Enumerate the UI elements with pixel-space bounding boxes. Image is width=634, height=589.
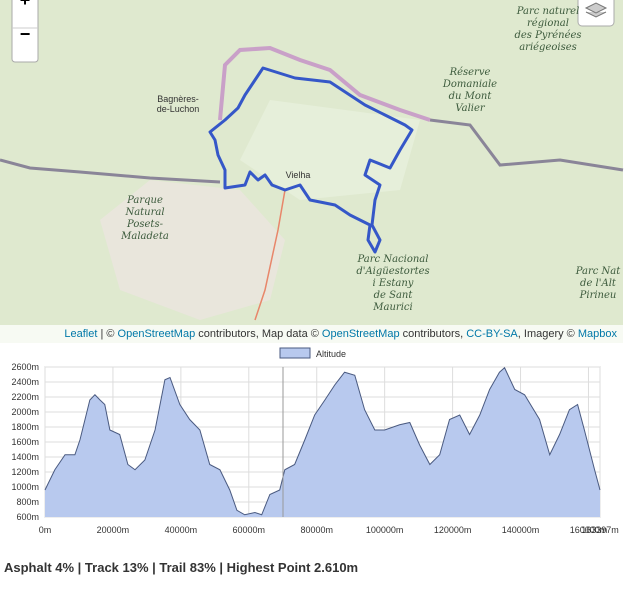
area-line xyxy=(44,366,601,516)
map-label: Réserve xyxy=(449,67,491,78)
road xyxy=(254,189,286,321)
area xyxy=(45,367,600,517)
elevation-chart: 600m 800m 1000m 1200m 1400m 1600m 1800m 2000m 22… xyxy=(11,347,619,535)
x-tick-label: 140000m xyxy=(502,525,540,535)
map-label: Pirineu xyxy=(579,290,617,301)
layers-control[interactable] xyxy=(577,0,615,27)
map-label: de Sant xyxy=(374,290,414,301)
y-tick-label: 2200m xyxy=(11,392,39,402)
y-tick-label: 1800m xyxy=(11,422,39,432)
attribution-text: | © xyxy=(97,328,117,340)
x-tick-label: 0m xyxy=(39,525,52,535)
attribution-text: , Imagery © xyxy=(518,328,578,340)
attribution-link[interactable]: OpenStreetMap xyxy=(118,328,196,340)
map-label: des Pyrénées xyxy=(514,30,581,41)
y-tick-label: 1000m xyxy=(11,482,39,492)
attribution-link[interactable]: Leaflet xyxy=(64,328,97,340)
terrain xyxy=(100,180,285,320)
zoom-control[interactable]: + − xyxy=(11,0,39,63)
attribution-bar xyxy=(0,325,623,343)
attribution-text: contributors, Map data © xyxy=(195,328,322,340)
map-label: Maladeta xyxy=(120,231,169,242)
map-label: Posets- xyxy=(126,219,164,230)
y-tick-label: 600m xyxy=(16,512,39,522)
map-label: de l'Alt xyxy=(580,278,617,289)
attribution-link[interactable]: OpenStreetMap xyxy=(322,328,400,340)
map-label: Parc Nacional xyxy=(357,254,429,265)
map-label: Valier xyxy=(455,103,486,114)
footer-stats: Asphalt 4% | Track 13% | Trail 83% | Hig… xyxy=(4,560,358,575)
attribution-text: contributors, xyxy=(400,328,467,340)
y-tick-label: 1600m xyxy=(11,437,39,447)
zoom-in[interactable]: + xyxy=(20,0,31,10)
attribution: Leaflet | © OpenStreetMap contributors, … xyxy=(64,328,617,340)
zoom-out[interactable]: − xyxy=(20,24,31,44)
x-tick-label: 160000m xyxy=(570,525,608,535)
x-tick-label: 120000m xyxy=(434,525,472,535)
y-tick-label: 1200m xyxy=(11,467,39,477)
y-tick-label: 800m xyxy=(16,497,39,507)
terrain xyxy=(240,100,420,200)
y-tick-label: 2600m xyxy=(11,362,39,372)
map-label: Parc naturel xyxy=(516,6,580,17)
x-tick-label: 163397m xyxy=(581,525,619,535)
map-label: Domaniale xyxy=(442,79,497,90)
map-label: Maurici xyxy=(372,302,412,313)
x-tick-label: 40000m xyxy=(165,525,198,535)
x-tick-label: 20000m xyxy=(97,525,130,535)
map-label: Parque xyxy=(126,195,163,206)
route xyxy=(208,66,414,254)
layers-icon xyxy=(584,2,608,18)
map-label: du Mont xyxy=(449,91,493,102)
y-tick-label: 1400m xyxy=(11,452,39,462)
x-tick-label: 60000m xyxy=(233,525,266,535)
x-tick-label: 100000m xyxy=(366,525,404,535)
map-label: Bagnères- xyxy=(157,94,199,104)
y-tick-label: 2000m xyxy=(11,407,39,417)
map-label: de-Luchon xyxy=(157,104,200,114)
attribution-link[interactable]: Mapbox xyxy=(578,328,618,340)
map-label: Parc Nat xyxy=(575,266,622,277)
border xyxy=(218,45,431,122)
map-label: Natural xyxy=(124,207,164,218)
map-label: ariégeoises xyxy=(519,42,577,53)
attribution-link[interactable]: CC-BY-SA xyxy=(466,328,518,340)
map-label: d'Aigüestortes xyxy=(356,266,429,277)
map-label: régional xyxy=(527,18,569,29)
map-label: Vielha xyxy=(286,170,311,180)
x-tick-label: 80000m xyxy=(300,525,333,535)
map-label: i Estany xyxy=(373,278,414,289)
legend-swatch xyxy=(279,347,311,359)
legend-label: Altitude xyxy=(316,349,346,359)
y-tick-label: 2400m xyxy=(11,377,39,387)
border xyxy=(0,118,624,184)
